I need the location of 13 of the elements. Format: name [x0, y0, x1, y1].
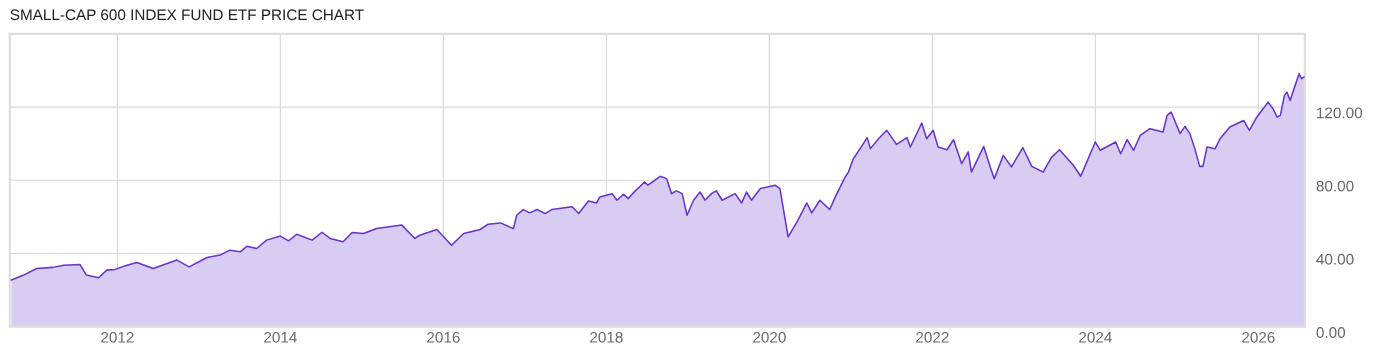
chart-title: SMALL-CAP 600 INDEX FUND ETF PRICE CHART	[10, 9, 364, 21]
x-tick-label: 2020	[753, 331, 786, 343]
x-tick-label: 2012	[101, 331, 134, 343]
y-tick-label: 80.00	[1316, 180, 1354, 192]
x-tick-label: 2018	[590, 331, 623, 343]
y-tick-label: 0.00	[1316, 327, 1346, 338]
x-tick-label: 2026	[1242, 331, 1275, 343]
y-tick-label: 120.00	[1317, 107, 1363, 119]
x-tick-label: 2016	[427, 331, 460, 343]
y-tick-label: 40.00	[1316, 253, 1354, 265]
x-tick-label: 2022	[916, 331, 949, 343]
x-tick-label: 2014	[264, 331, 297, 343]
x-tick-label: 2024	[1079, 331, 1112, 343]
